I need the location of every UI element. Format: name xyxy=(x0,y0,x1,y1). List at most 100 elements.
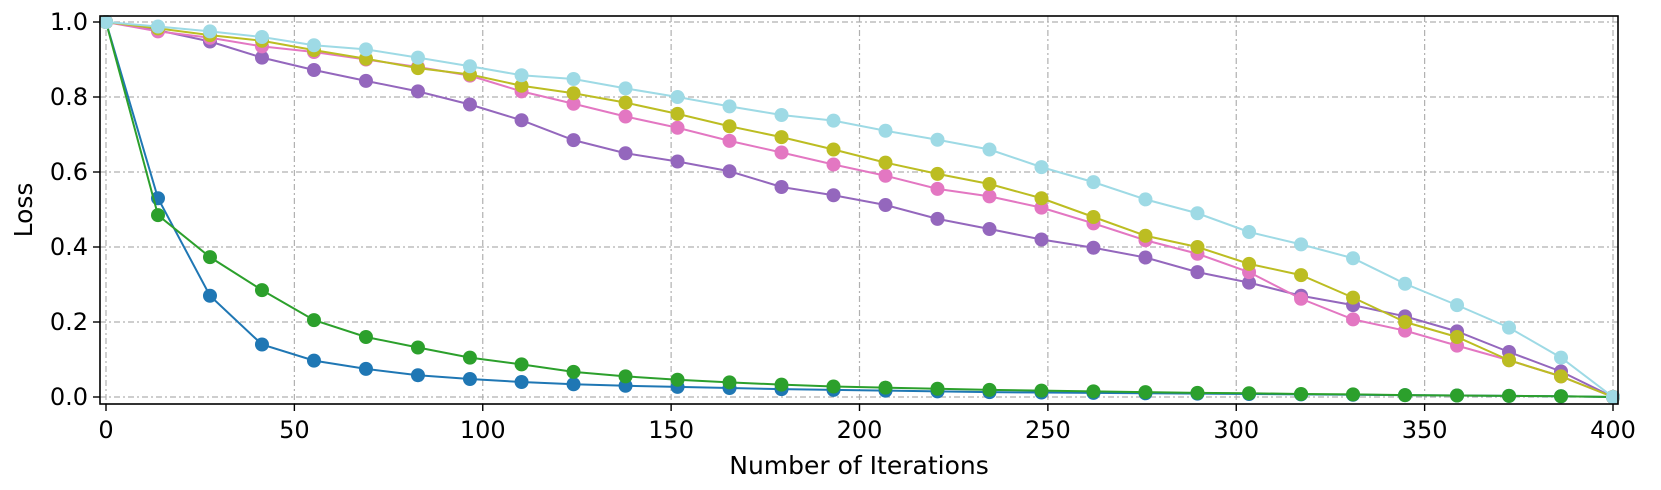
data-point-olive xyxy=(1294,268,1309,283)
data-point-cyan xyxy=(1450,298,1465,313)
data-point-green xyxy=(1242,386,1257,401)
data-point-olive xyxy=(1502,353,1517,368)
y-tick-label: 0.8 xyxy=(50,83,88,111)
y-axis-label: Loss xyxy=(9,183,38,238)
data-point-purple xyxy=(722,164,737,179)
data-point-purple xyxy=(930,211,945,226)
series-layer xyxy=(99,15,1620,404)
series-purple xyxy=(99,15,1620,404)
data-point-olive xyxy=(410,61,425,76)
data-point-olive xyxy=(826,142,841,157)
series-line-purple xyxy=(105,21,1614,398)
data-point-purple xyxy=(1138,250,1153,265)
data-point-olive xyxy=(982,177,997,191)
data-point-green xyxy=(1502,388,1517,403)
x-tick-label: 0 xyxy=(98,416,113,444)
data-point-cyan xyxy=(462,59,477,74)
data-point-cyan xyxy=(618,81,633,96)
data-point-cyan xyxy=(150,19,165,34)
data-point-pink xyxy=(722,133,737,148)
data-point-cyan xyxy=(1554,350,1569,365)
data-point-pink xyxy=(826,157,841,172)
data-point-olive xyxy=(1398,315,1413,329)
data-point-cyan xyxy=(254,30,269,44)
data-point-pink xyxy=(566,96,581,111)
data-point-green xyxy=(462,350,477,365)
data-point-blue xyxy=(566,377,581,392)
data-point-cyan xyxy=(1294,237,1309,252)
data-point-green xyxy=(930,381,945,396)
data-point-olive xyxy=(1034,191,1049,206)
data-point-olive xyxy=(566,86,581,101)
data-point-cyan xyxy=(1242,225,1257,239)
data-point-blue xyxy=(514,375,529,389)
data-point-olive xyxy=(878,155,893,170)
data-point-olive xyxy=(1190,240,1205,254)
data-point-pink xyxy=(1346,312,1361,327)
data-point-green xyxy=(1138,385,1153,400)
data-point-pink xyxy=(670,120,685,135)
data-point-cyan xyxy=(722,99,737,114)
y-tick-label: 0.2 xyxy=(50,308,88,336)
data-point-green xyxy=(1034,383,1049,398)
data-point-olive xyxy=(1554,369,1569,384)
data-point-cyan xyxy=(1346,251,1361,266)
data-point-green xyxy=(878,380,893,395)
data-point-blue xyxy=(202,288,217,303)
data-point-blue xyxy=(358,361,373,376)
data-point-pink xyxy=(982,189,997,204)
data-point-pink xyxy=(774,145,789,160)
data-point-pink xyxy=(618,109,633,124)
y-tick-label: 0.6 xyxy=(50,158,88,186)
axis-ticks: 0 50 100 150 200 250 300 350 400 0.0 0.2 0.4 0.6 0.8 1… xyxy=(50,8,1636,444)
data-point-purple xyxy=(878,198,893,212)
x-tick-label: 400 xyxy=(1590,416,1636,444)
data-point-green xyxy=(618,369,633,384)
data-point-blue xyxy=(306,353,321,368)
data-point-purple xyxy=(826,188,841,203)
data-point-cyan xyxy=(1606,390,1620,404)
y-tick-label: 1.0 xyxy=(50,8,88,36)
data-point-purple xyxy=(982,222,997,236)
data-point-green xyxy=(1346,387,1361,402)
data-point-cyan xyxy=(670,90,685,104)
data-point-purple xyxy=(774,180,789,194)
data-point-green xyxy=(774,377,789,392)
data-point-green xyxy=(306,313,321,328)
data-point-pink xyxy=(930,181,945,196)
data-point-green xyxy=(150,208,165,223)
data-point-purple xyxy=(1190,265,1205,280)
data-point-purple xyxy=(358,73,373,88)
data-point-olive xyxy=(1138,228,1153,243)
series-cyan xyxy=(99,15,1620,404)
data-point-green xyxy=(358,330,373,344)
data-point-olive xyxy=(774,130,789,145)
data-point-green xyxy=(410,340,425,355)
data-point-olive xyxy=(1346,290,1361,305)
data-point-purple xyxy=(1086,240,1101,255)
x-tick-label: 350 xyxy=(1402,416,1448,444)
data-point-olive xyxy=(1450,330,1465,344)
data-point-cyan xyxy=(930,132,945,147)
grid xyxy=(100,16,1618,404)
data-point-olive xyxy=(618,95,633,110)
data-point-blue xyxy=(410,368,425,383)
data-point-green xyxy=(1190,385,1205,400)
x-tick-label: 100 xyxy=(460,416,506,444)
data-point-cyan xyxy=(1398,276,1413,291)
data-point-purple xyxy=(1242,275,1257,290)
data-point-purple xyxy=(514,113,529,128)
data-point-purple xyxy=(306,63,321,77)
series-line-cyan xyxy=(105,21,1614,398)
data-point-green xyxy=(826,379,841,394)
data-point-purple xyxy=(254,50,269,65)
series-green xyxy=(99,15,1620,404)
data-point-green xyxy=(254,283,269,298)
data-point-blue xyxy=(462,372,477,386)
data-point-olive xyxy=(930,166,945,181)
y-tick-label: 0.0 xyxy=(50,383,88,411)
data-point-green xyxy=(202,250,217,265)
data-point-green xyxy=(566,364,581,379)
data-point-green xyxy=(1086,384,1101,399)
data-point-purple xyxy=(670,154,685,169)
